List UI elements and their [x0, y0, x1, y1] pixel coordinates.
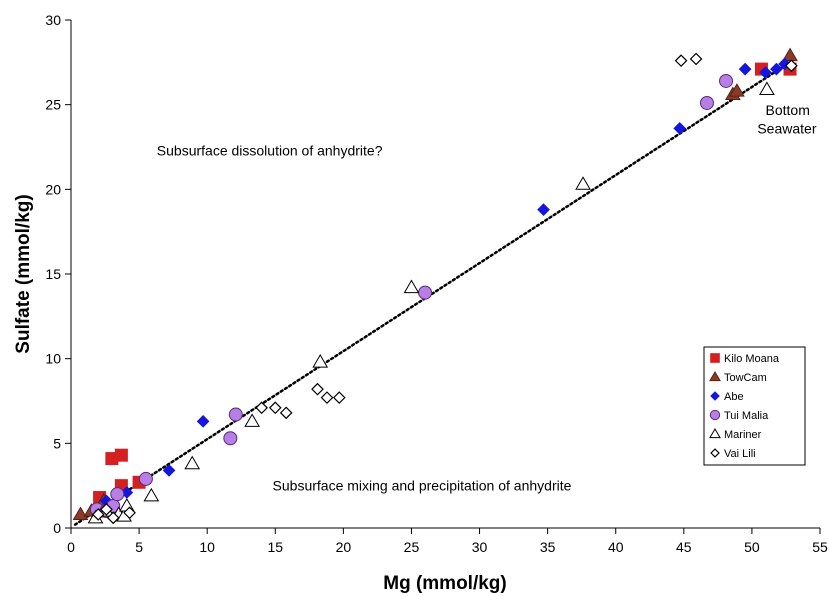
legend: Kilo Moana TowCam Abe Tui Malia Mariner Vai L…	[703, 346, 806, 466]
data-point-vai-lili	[689, 52, 703, 66]
data-point-towcam	[782, 47, 798, 62]
legend-label-kilo-moana: Kilo Moana	[724, 353, 780, 365]
data-point-abe	[673, 122, 687, 135]
x-tick-label: 40	[608, 539, 624, 555]
y-axis-title: Sulfate (mmol/kg)	[13, 194, 34, 353]
data-point-tui-malia	[110, 487, 125, 502]
data-point-abe	[738, 62, 752, 76]
annotation-label: Subsurface dissolution of anhydrite?	[157, 142, 383, 158]
data-point-mariner	[312, 354, 329, 368]
data-point-mariner	[184, 455, 201, 470]
legend-marker-tui-malia	[709, 409, 721, 421]
data-point-vai-lili	[106, 511, 120, 525]
legend-label-vai-lili: Vai Lili	[724, 448, 756, 460]
data-point-vai-lili	[268, 401, 282, 415]
data-point-vai-lili	[785, 59, 798, 73]
data-point-tui-malia	[228, 407, 243, 422]
y-tick-label: 20	[45, 181, 61, 197]
trendline	[73, 61, 792, 526]
x-tick-label: 50	[744, 539, 760, 555]
data-point-kilo-moana	[114, 448, 128, 462]
y-tick-label: 15	[45, 266, 61, 282]
x-tick-label: 45	[676, 539, 692, 555]
series-vai-lili	[91, 52, 798, 525]
y-tick-label: 5	[53, 435, 61, 451]
axes: 0 5 10 15 20 25 30 35 40 45 50 55 0 5 10 15 20 25 30	[45, 12, 828, 555]
data-point-mariner	[759, 81, 775, 95]
data-point-mariner	[244, 413, 260, 427]
legend-marker-vai-lili	[710, 448, 720, 458]
data-point-abe	[162, 464, 176, 477]
data-points-layer	[72, 47, 798, 525]
series-kilo-moana	[93, 62, 797, 518]
y-tick-label: 25	[45, 97, 61, 113]
data-point-vai-lili	[91, 508, 105, 521]
series-tui-malia	[89, 73, 734, 519]
data-point-abe	[196, 414, 210, 428]
annotation-label: Seawater	[757, 120, 816, 136]
legend-marker-towcam	[709, 370, 721, 382]
y-tick-label: 0	[53, 520, 61, 536]
data-point-tui-malia	[138, 471, 153, 486]
data-point-vai-lili	[320, 391, 334, 404]
data-point-mariner	[143, 487, 160, 502]
legend-label-towcam: TowCam	[724, 372, 767, 384]
y-tick-label: 10	[45, 351, 61, 367]
legend-marker-mariner	[709, 427, 721, 439]
data-point-mariner	[403, 279, 420, 294]
data-point-abe	[759, 66, 772, 79]
x-tick-label: 0	[67, 539, 75, 555]
data-point-abe	[770, 62, 783, 76]
data-point-tui-malia	[223, 431, 238, 446]
legend-label-mariner: Mariner	[724, 429, 762, 441]
data-point-vai-lili	[279, 406, 293, 420]
x-axis-title: Mg (mmol/kg)	[383, 573, 507, 594]
data-point-tui-malia	[418, 285, 433, 300]
trendline-layer	[73, 61, 792, 526]
data-point-abe	[537, 203, 550, 217]
data-point-vai-lili	[100, 503, 113, 516]
data-point-mariner	[575, 176, 591, 190]
x-tick-label: 35	[540, 539, 556, 555]
x-tick-label: 20	[336, 539, 352, 555]
data-point-vai-lili	[123, 506, 136, 520]
x-tick-label: 25	[404, 539, 420, 555]
series-abe	[100, 57, 791, 508]
series-towcam	[72, 47, 798, 520]
legend-box	[703, 346, 806, 466]
x-tick-label: 30	[472, 539, 488, 555]
legend-label-abe: Abe	[724, 391, 744, 403]
legend-marker-kilo-moana	[710, 353, 720, 363]
x-tick-label: 55	[812, 539, 828, 555]
x-tick-label: 15	[267, 539, 283, 555]
x-tick-label: 10	[199, 539, 215, 555]
annotations: Subsurface dissolution of anhydrite? Subs…	[157, 102, 817, 494]
data-point-towcam	[729, 83, 745, 97]
data-point-tui-malia	[719, 73, 734, 88]
x-tick-label: 5	[135, 539, 143, 555]
annotation-label: Subsurface mixing and precipitation of a…	[273, 478, 572, 494]
data-point-vai-lili	[674, 54, 688, 67]
data-point-vai-lili	[311, 382, 324, 396]
y-tick-label: 30	[45, 12, 61, 28]
data-point-vai-lili	[332, 391, 346, 404]
legend-label-tui-malia: Tui Malia	[724, 410, 769, 422]
legend-marker-abe	[710, 391, 720, 401]
data-point-vai-lili	[255, 401, 269, 415]
annotation-label: Bottom	[766, 102, 810, 118]
data-point-tui-malia	[699, 95, 714, 110]
